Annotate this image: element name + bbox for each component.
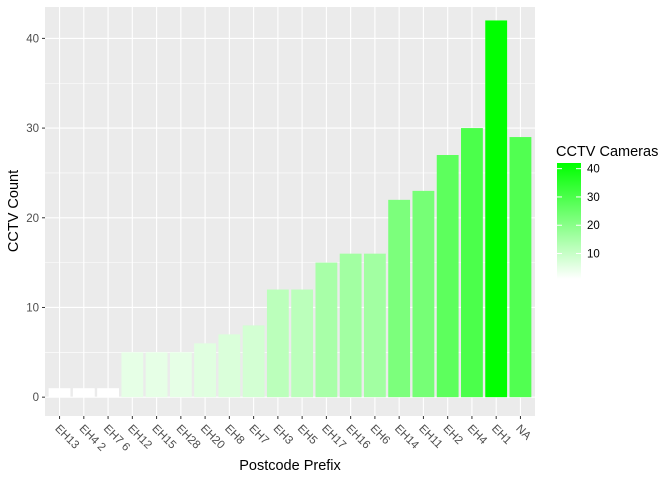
y-tick-label: 0 — [33, 392, 39, 404]
bar-eh13 — [48, 388, 71, 398]
bar-eh17 — [315, 262, 338, 398]
x-tick-label: EH20 — [198, 423, 227, 452]
x-tick-label: EH4 2 — [77, 423, 108, 454]
bar-eh7 — [242, 325, 265, 398]
x-tick-label: EH14 — [392, 423, 421, 452]
bar-eh3 — [266, 289, 289, 398]
legend-break-label: 10 — [587, 249, 600, 261]
bar-eh5 — [291, 289, 314, 398]
bar-eh1 — [485, 20, 508, 398]
x-tick-label: EH15 — [149, 423, 178, 452]
x-tick-label: NA — [513, 423, 533, 443]
bar-eh11 — [412, 190, 435, 398]
x-tick-label: EH4 — [465, 423, 490, 448]
x-tick-label: EH3 — [271, 423, 295, 447]
legend-break-label: 40 — [587, 164, 600, 176]
legend: CCTV Cameras 10 20 30 40 — [556, 144, 658, 279]
x-tick-label: EH1 — [489, 423, 513, 447]
x-axis-title: Postcode Prefix — [239, 458, 341, 474]
x-tick-label: EH2 — [440, 423, 464, 447]
bar-eh4-2 — [72, 388, 95, 398]
x-tick-label: EH11 — [416, 423, 444, 451]
bar-eh28 — [169, 352, 192, 398]
bar-eh6 — [363, 253, 386, 398]
bar-eh12 — [121, 352, 144, 398]
bar-eh20 — [194, 343, 217, 398]
bar-eh16 — [339, 253, 362, 398]
y-tick-label: 30 — [26, 123, 39, 135]
legend-break-label: 20 — [587, 220, 600, 232]
x-tick-label: EH7 6 — [101, 423, 132, 454]
y-axis-ticks: 0 10 20 30 40 — [26, 33, 45, 404]
bar-eh4 — [461, 128, 483, 398]
y-axis-title: CCTV Count — [6, 170, 22, 252]
bar-eh8 — [218, 334, 241, 398]
y-tick-label: 10 — [26, 302, 39, 314]
bars — [48, 20, 532, 398]
x-tick-label: EH16 — [343, 423, 372, 452]
x-tick-label: EH17 — [319, 423, 348, 452]
legend-colorbar — [557, 163, 581, 279]
y-tick-label: 40 — [26, 33, 39, 45]
bar-eh14 — [388, 199, 411, 398]
x-tick-label: EH5 — [295, 423, 319, 447]
legend-breaks: 10 20 30 40 — [557, 164, 600, 261]
x-tick-label: EH13 — [52, 423, 81, 452]
legend-title: CCTV Cameras — [556, 144, 658, 160]
bar-eh2 — [436, 154, 459, 398]
y-tick-label: 20 — [26, 213, 39, 225]
bar-eh15 — [145, 352, 168, 398]
bar-na — [509, 137, 532, 398]
x-tick-label: EH28 — [174, 423, 203, 452]
legend-break-label: 30 — [587, 192, 600, 204]
bar-eh7-6 — [97, 388, 119, 398]
x-tick-label: EH7 — [246, 423, 270, 447]
